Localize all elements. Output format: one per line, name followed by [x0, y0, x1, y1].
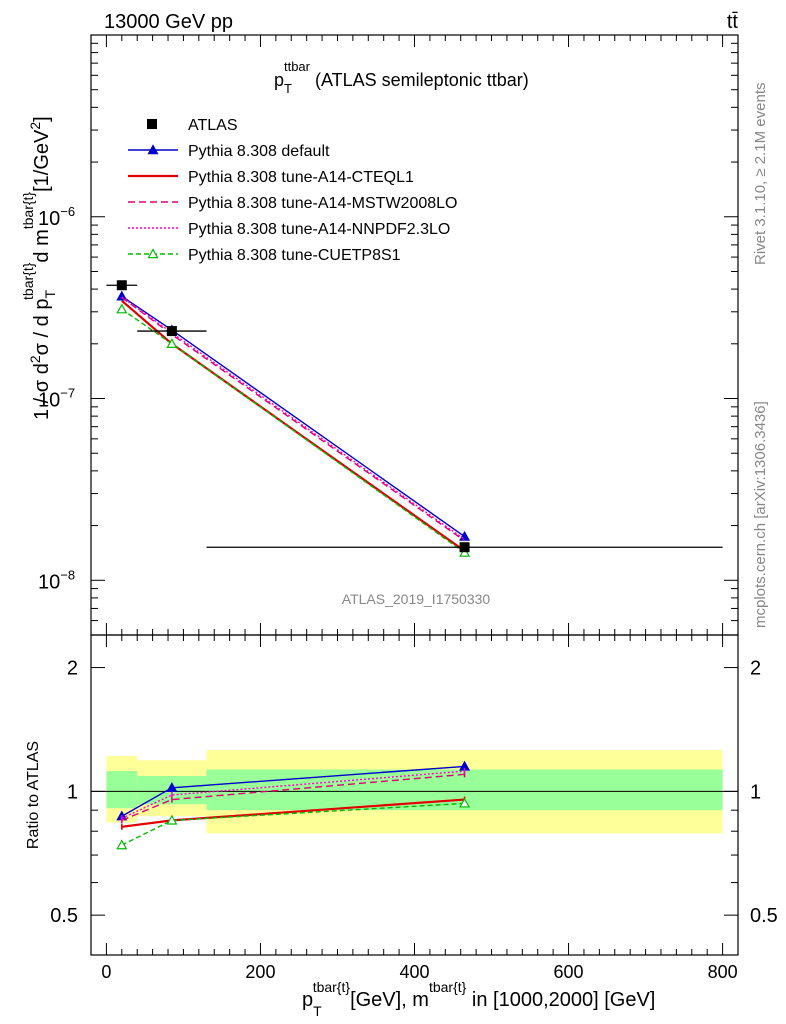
y-tick-label: 10−8	[38, 567, 75, 593]
ratio-point-pythia-8-308-tune-cuetp8s1	[116, 839, 128, 850]
x-tick-labels: 0 200 400 600 800	[101, 962, 737, 982]
x-tick-label: 200	[245, 962, 275, 982]
atlas-point	[116, 280, 127, 291]
x-tick-label: 400	[399, 962, 429, 982]
mcplots-label: mcplots.cern.ch [arXiv:1306.3436]	[752, 401, 769, 628]
main-ticks	[90, 34, 739, 636]
ratio-point-pythia-8-308-tune-cuetp8s1	[459, 797, 471, 808]
ratio-ylabel: Ratio to ATLAS	[25, 741, 42, 849]
legend-label-atlas: ATLAS	[188, 117, 238, 134]
main-tick-labels: 10−6 10−7 10−8	[38, 204, 75, 594]
ratio-tick-label-right: 1	[750, 781, 761, 803]
ratio-frame	[90, 634, 739, 956]
legend-label-pythia-8-308-tune-cuetp8s1: Pythia 8.308 tune-CUETP8S1	[188, 247, 401, 264]
ratio-tick-label-right: 2	[750, 658, 761, 680]
series-point-pythia-8-308-default	[116, 290, 128, 301]
legend-marker-atlas	[147, 119, 157, 129]
x-tick-label: 800	[708, 962, 738, 982]
legend-label-pythia-8-308-tune-a14-mstw2008lo: Pythia 8.308 tune-A14-MSTW2008LO	[188, 195, 457, 212]
main-ylabel: 1 / σ d2σ / d pTtbar{t}d mtbar{t}[1/GeV2…	[20, 116, 58, 420]
analysis-tag: ATLAS_2019_I1750330	[342, 591, 491, 607]
legend-label-pythia-8-308-tune-a14-nnpdf2-3lo: Pythia 8.308 tune-A14-NNPDF2.3LO	[188, 221, 450, 238]
rivet-label: Rivet 3.1.10, ≥ 2.1M events	[752, 83, 769, 266]
ratio-line-pythia-8-308-tune-cuetp8s1	[121, 802, 465, 846]
atlas-data-points	[106, 280, 723, 553]
main-panel: 10−6 10−7 10−8	[38, 34, 739, 636]
ratio-point-pythia-8-308-default	[166, 782, 178, 793]
atlas-point	[459, 542, 470, 553]
legend-label-pythia-8-308-tune-a14-cteql1: Pythia 8.308 tune-A14-CTEQL1	[188, 169, 414, 186]
x-axis-label: pTtbar{t}[GeV], mtbar{t} in [1000,2000] …	[302, 979, 655, 1019]
ratio-ticks	[90, 635, 739, 956]
series-line-pythia-8-308-tune-a14-cteql1	[121, 299, 466, 552]
ratio-tick-label-right: 0.5	[750, 905, 778, 927]
ratio-tick-label: 0.5	[50, 905, 78, 927]
legend: ATLAS Pythia 8.308 default Pythia 8.308 tu…	[128, 117, 457, 264]
legend-marker-pythia-8-308-tune-cuetp8s1	[147, 248, 159, 259]
energy-label: 13000 GeV pp	[104, 11, 233, 33]
series-point-pythia-8-308-tune-cuetp8s1	[166, 338, 178, 349]
ratio-tick-label: 2	[67, 658, 78, 680]
atlas-point	[166, 326, 177, 337]
ratio-tick-label: 1	[67, 781, 78, 803]
ratio-tick-labels: 2 2 1 1 0.5 0.5	[50, 658, 778, 928]
ratio-panel: 2 2 1 1 0.5 0.5	[50, 634, 778, 956]
legend-label-pythia-8-308-default: Pythia 8.308 default	[188, 143, 330, 160]
y-tick-label: 10−7	[38, 386, 75, 412]
series-point-pythia-8-308-tune-cuetp8s1	[116, 303, 128, 314]
x-tick-label: 0	[101, 962, 111, 982]
ratio-point-pythia-8-308-tune-cuetp8s1	[166, 814, 178, 825]
series-line-pythia-8-308-tune-a14-mstw2008lo	[121, 296, 465, 542]
inner-uncertainty-band	[106, 771, 138, 809]
series-point-pythia-8-308-default	[459, 530, 471, 541]
plot-title: pTttbar (ATLAS semileptonic ttbar)	[274, 59, 529, 96]
y-tick-label: 10−6	[38, 204, 75, 230]
x-tick-label: 600	[554, 962, 584, 982]
process-label: tt̄	[727, 11, 739, 33]
ratio-series	[116, 760, 471, 850]
legend-marker-pythia-8-308-default	[147, 144, 159, 155]
